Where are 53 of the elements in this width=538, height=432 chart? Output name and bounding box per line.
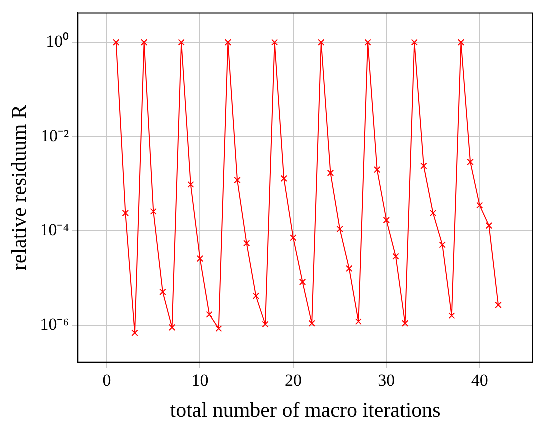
point: [476, 202, 484, 209]
point: [495, 302, 502, 308]
x-tick-label: 0: [102, 371, 112, 390]
x-tick-label: 40: [471, 371, 488, 390]
x-tick-label: 10: [192, 371, 209, 390]
point: [280, 175, 288, 182]
point: [458, 39, 465, 46]
point: [364, 39, 372, 46]
point: [113, 39, 120, 46]
point: [420, 162, 428, 170]
point: [262, 321, 269, 328]
point: [392, 253, 400, 260]
point: [140, 39, 148, 46]
point: [486, 222, 493, 230]
point: [234, 176, 241, 184]
point: [196, 255, 204, 262]
y-tick-label: 10⁻⁴: [40, 220, 70, 240]
point: [346, 265, 353, 272]
x-tick-label: 30: [378, 371, 396, 390]
point: [402, 320, 409, 327]
point: [430, 210, 437, 217]
point: [327, 170, 334, 177]
x-axis-title: total number of macro iterations: [170, 398, 441, 422]
point: [188, 181, 194, 188]
y-tick-label: 10⁻²: [41, 126, 70, 146]
point: [318, 39, 325, 46]
x-tick-label: 20: [284, 371, 302, 390]
point: [216, 326, 222, 332]
point: [308, 320, 316, 327]
point: [160, 288, 166, 296]
point: [439, 242, 446, 248]
point: [252, 292, 260, 300]
point: [411, 39, 418, 46]
y-tick-label: 10⁻⁶: [40, 314, 70, 334]
point: [299, 278, 306, 286]
point: [224, 39, 232, 46]
point: [383, 217, 390, 224]
point: [168, 324, 176, 331]
point: [374, 166, 381, 174]
point: [336, 226, 344, 233]
point: [178, 39, 185, 46]
point: [206, 311, 213, 318]
point: [355, 318, 362, 326]
y-axis-title: relative residuum R: [7, 104, 32, 271]
point: [271, 39, 278, 46]
y-tick-label: 10⁰: [46, 32, 70, 52]
point: [132, 330, 138, 336]
point: [244, 240, 250, 247]
point: [448, 312, 456, 320]
point: [290, 234, 297, 242]
point: [467, 158, 474, 166]
point: [122, 210, 129, 217]
point: [150, 208, 157, 215]
